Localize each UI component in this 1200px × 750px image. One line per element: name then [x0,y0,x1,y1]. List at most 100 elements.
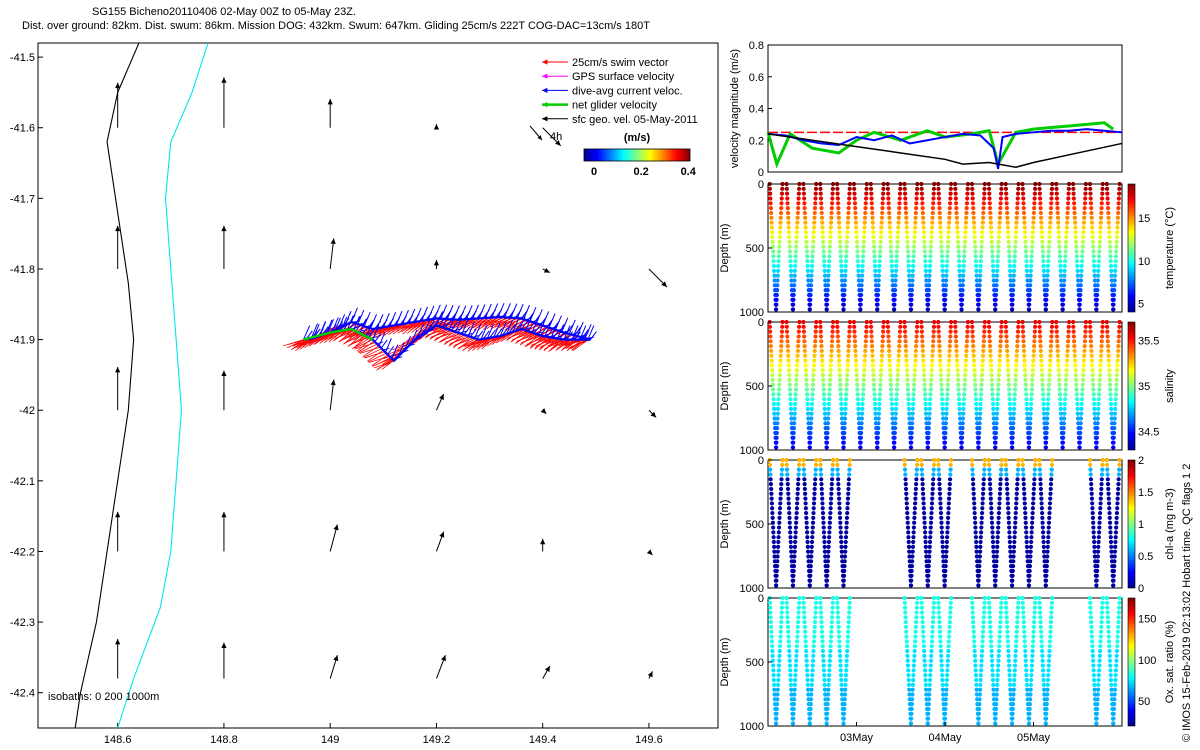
temperature-data-point [1073,239,1079,244]
dive-avg-vector [576,321,584,337]
dive-avg-vector [391,344,399,359]
temperature-data-point [1087,181,1093,187]
salinity-data-point [768,329,773,334]
chla-data-point [924,554,929,559]
temperature-data-point [1116,201,1121,206]
temperature-data-point [945,244,950,249]
salinity-data-point [1020,319,1025,325]
salinity-data-point [859,421,864,426]
chla-data-point [769,501,775,506]
chla-data-point [927,554,932,559]
map-colorbar-bar [583,148,691,162]
chla-data-point [838,520,843,525]
salinity-data-point [779,334,784,339]
temperature-data-point [957,268,962,273]
temperature-data-point [1013,234,1018,240]
temperature-data-point [1075,278,1081,283]
chla-data-point [1047,506,1052,511]
temperature-data-point [978,273,983,278]
chla-data-point [793,525,799,530]
salinity-data-point [1041,401,1046,407]
salinity-data-point [1037,319,1042,325]
map-x-tick-label: 149 [321,734,339,746]
salinity-data-point [921,358,926,363]
temperature-data-point [944,273,949,278]
oxygen-data-point [1091,668,1096,673]
salinity-data-point [925,440,931,445]
temperature-data-point [888,230,893,235]
temperature-data-point [965,186,970,191]
swim-vector [478,317,493,331]
temperature-data-point [993,297,998,302]
chla-data-point [1097,520,1102,525]
temperature-data-point [998,210,1003,216]
chla-data-point [987,477,992,482]
velocity-y-tick-label: 0.8 [749,40,764,52]
temperature-data-point [1064,239,1069,244]
temperature-data-point [1008,268,1013,273]
temperature-data-point [813,186,819,191]
chla-data-point [1015,482,1020,487]
temperature-data-point [1055,201,1060,206]
chla-data-point [907,549,912,554]
oxygen-data-point [1005,629,1010,634]
temperature-data-point [1116,210,1121,216]
temperature-data-point [1044,297,1049,302]
oxygen-data-point [808,711,813,716]
temperature-data-point [1099,201,1104,206]
oxygen-data-point [910,692,915,697]
temperature-data-point [880,196,886,201]
salinity-data-point [1054,319,1059,325]
salinity-data-point [886,334,891,339]
oxygen-data-point [1027,711,1032,716]
temperature-data-point [1040,254,1046,259]
chla-data-point [920,482,925,487]
dive-avg-vector [368,329,375,338]
temperature-data-point [939,249,944,254]
oxygen-data-point [1021,620,1026,625]
chla-data-point [828,515,833,520]
dive-avg-vector [380,339,388,349]
salinity-data-point [1014,363,1019,368]
chla-data-point [1005,486,1010,492]
chla-data-point [947,486,952,492]
temperature-data-point [802,210,807,216]
legend-swatch [542,116,568,122]
temperature-data-point [822,273,828,278]
geo-velocity-arrow [115,511,121,552]
oxygen-data-point [826,682,831,687]
oxygen-data-point [905,658,910,663]
temperature-data-point [944,263,949,269]
oxygen-data-point [844,653,850,658]
temperature-data-point [802,201,807,206]
temperature-data-point [956,259,962,264]
salinity-data-point [1007,401,1012,407]
salinity-data-point [923,397,928,402]
salinity-data-point [914,339,919,344]
oxygen-data-point [1004,610,1009,615]
salinity-data-point [978,411,983,416]
salinity-data-point [938,368,943,373]
chla-data-point [1116,482,1121,487]
chla-data-point [941,554,946,559]
chla-data-point [843,549,848,554]
chla-data-point [1010,564,1016,569]
salinity-data-point [877,406,882,411]
chla-data-point [827,520,832,525]
temperature-data-point [885,181,890,187]
salinity-data-point [786,368,792,373]
temperature-data-point [972,234,977,240]
salinity-data-point [906,401,911,407]
temperature-data-point [892,302,897,307]
swim-vector [459,318,477,330]
temperature-data-point [953,181,958,187]
temperature-data-point [805,273,811,278]
temperature-data-point [896,220,901,225]
temperature-data-point [1008,273,1013,278]
temperature-data-point [998,206,1003,211]
salinity-data-point [1080,392,1085,397]
salinity-data-point [1013,377,1018,382]
chla-data-point [909,568,914,574]
temperature-data-point [1007,259,1012,264]
temperature-data-point [907,273,912,278]
